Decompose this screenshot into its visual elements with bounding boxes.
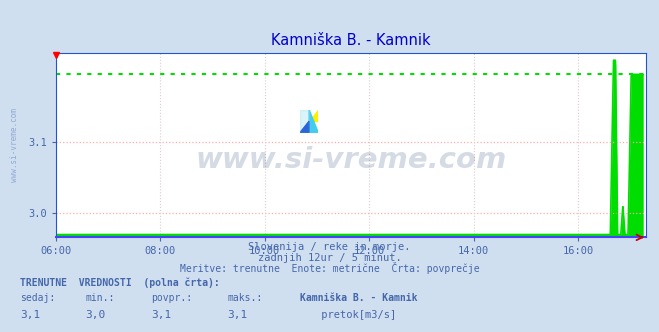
Text: 3,1: 3,1 [227, 310, 248, 320]
Text: pretok[m3/s]: pretok[m3/s] [315, 310, 396, 320]
Text: sedaj:: sedaj: [20, 293, 55, 303]
Text: 3,1: 3,1 [20, 310, 40, 320]
Text: Kamniška B. - Kamnik: Kamniška B. - Kamnik [300, 293, 417, 303]
Text: zadnjih 12ur / 5 minut.: zadnjih 12ur / 5 minut. [258, 253, 401, 263]
Text: Slovenija / reke in morje.: Slovenija / reke in morje. [248, 242, 411, 252]
Text: povpr.:: povpr.: [152, 293, 192, 303]
Text: www.si-vreme.com: www.si-vreme.com [11, 108, 19, 182]
Text: min.:: min.: [86, 293, 115, 303]
Polygon shape [300, 121, 309, 133]
Polygon shape [309, 110, 318, 121]
Title: Kamniška B. - Kamnik: Kamniška B. - Kamnik [271, 33, 431, 48]
Text: TRENUTNE  VREDNOSTI  (polna črta):: TRENUTNE VREDNOSTI (polna črta): [20, 278, 219, 288]
Text: maks.:: maks.: [227, 293, 262, 303]
Text: 3,1: 3,1 [152, 310, 172, 320]
Text: 3,0: 3,0 [86, 310, 106, 320]
Polygon shape [300, 110, 309, 133]
Polygon shape [309, 110, 318, 133]
Text: www.si-vreme.com: www.si-vreme.com [195, 146, 507, 174]
Text: Meritve: trenutne  Enote: metrične  Črta: povprečje: Meritve: trenutne Enote: metrične Črta: … [180, 262, 479, 274]
